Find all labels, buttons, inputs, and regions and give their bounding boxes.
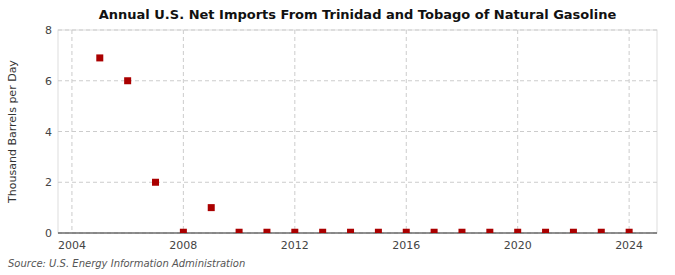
x-tick-label: 2008 xyxy=(169,239,197,252)
y-grid-line xyxy=(58,182,657,183)
x-grid-line xyxy=(183,30,184,233)
point xyxy=(96,54,103,61)
point xyxy=(319,229,326,233)
point xyxy=(236,229,243,233)
chart: 0 2 4 6 8 2004 2008 2012 2016 2020 2024 Annual U.S.… xyxy=(0,0,675,275)
y-grid-line xyxy=(58,233,657,234)
y-axis-label: Thousand Barrels per Day xyxy=(6,60,19,204)
point xyxy=(208,204,215,211)
point xyxy=(124,77,131,84)
grid xyxy=(58,30,657,233)
point xyxy=(486,229,493,233)
y-tick-label: 2 xyxy=(45,176,52,189)
y-grid-line xyxy=(58,30,657,31)
point xyxy=(152,179,159,186)
point xyxy=(375,229,382,233)
x-tick-label: 2004 xyxy=(58,239,86,252)
y-tick-label: 0 xyxy=(45,227,52,240)
source-note: Source: U.S. Energy Information Administ… xyxy=(8,258,245,269)
point xyxy=(291,229,298,233)
x-grid-line xyxy=(517,30,518,233)
x-tick-label: 2020 xyxy=(504,239,532,252)
y-tick-label: 6 xyxy=(45,75,52,88)
y-tick-label: 8 xyxy=(45,24,52,37)
point xyxy=(403,229,410,233)
point xyxy=(263,229,270,233)
point xyxy=(458,229,465,233)
point xyxy=(180,229,187,233)
point xyxy=(514,229,521,233)
point xyxy=(598,229,605,233)
point xyxy=(626,229,633,233)
point xyxy=(542,229,549,233)
x-grid-line xyxy=(406,30,407,233)
x-grid-line xyxy=(71,30,72,233)
title: Annual U.S. Net Imports From Trinidad an… xyxy=(99,7,617,22)
x-grid-line xyxy=(294,30,295,233)
x-tick-label: 2016 xyxy=(392,239,420,252)
x-tick-label: 2012 xyxy=(281,239,309,252)
y-tick-label: 4 xyxy=(45,126,52,139)
point xyxy=(570,229,577,233)
y-grid-line xyxy=(58,131,657,132)
plot-area xyxy=(58,30,657,233)
y-grid-line xyxy=(58,80,657,81)
points xyxy=(96,54,632,233)
point xyxy=(431,229,438,233)
x-grid-line xyxy=(629,30,630,233)
point xyxy=(347,229,354,233)
x-tick-label: 2024 xyxy=(615,239,643,252)
x-axis-line xyxy=(58,233,657,234)
